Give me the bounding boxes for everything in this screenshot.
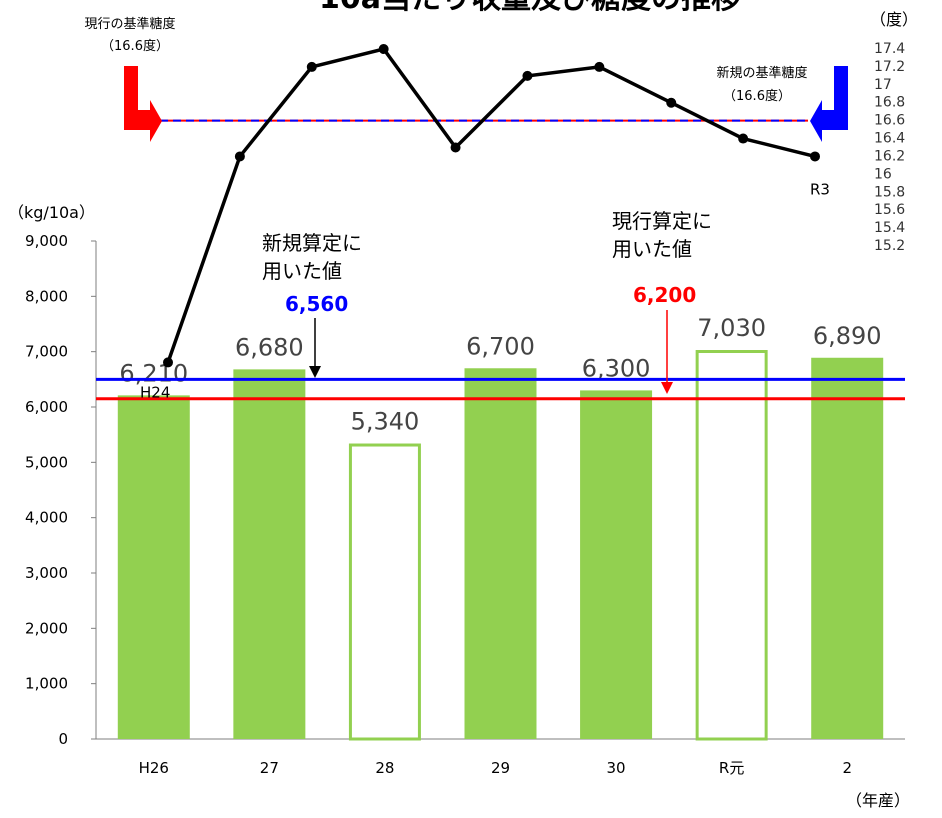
- y-tick-label: 6,000: [25, 398, 68, 416]
- y-tick-label: 4,000: [25, 509, 68, 527]
- x-tick-label: 29: [491, 759, 510, 777]
- sugar-point: [450, 142, 461, 153]
- sugar-start-label: H24: [140, 383, 170, 401]
- new-sugar-value: （16.6度）: [723, 88, 791, 104]
- current-sugar-title: 現行の基準糖度: [84, 16, 175, 32]
- new-sugar-title: 新規の基準糖度: [716, 65, 807, 81]
- x-tick-label: 28: [375, 759, 394, 777]
- new-sugar-arrow-icon: [810, 66, 848, 142]
- reference-lines: [96, 377, 905, 401]
- bar-value-label: 6,210: [119, 359, 188, 387]
- chart-title: 10a当たり収量及び糖度の推移: [319, 0, 741, 16]
- current-note-line1: 現行算定に: [612, 209, 712, 233]
- new-note-arrowhead: [309, 366, 321, 378]
- new-note-value: 6,560: [285, 292, 348, 316]
- bar-value-label: 6,890: [813, 322, 882, 350]
- sugar-point: [738, 133, 749, 144]
- sugar-point: [378, 44, 389, 54]
- x-tick-label: 2: [842, 759, 852, 777]
- y-tick-label: 0: [58, 730, 68, 748]
- x-tick-label: R元: [719, 759, 744, 777]
- y-tick-label: 2,000: [25, 619, 68, 637]
- bar-series: 6,210 H26 6,680 27 5,340 28 6,700 29 6,300 30 7,03…: [117, 314, 884, 777]
- sugar-line: [166, 47, 816, 363]
- sugar-tick-label: 17.2: [874, 59, 905, 75]
- y-tick-label: 7,000: [25, 343, 68, 361]
- bar: [233, 369, 306, 739]
- new-value-annotation: 新規算定に 用いた値 6,560: [262, 231, 362, 378]
- y-tick-label: 8,000: [25, 287, 68, 305]
- bar-value-label: 6,300: [582, 354, 651, 382]
- sugar-tick-label: 15.8: [874, 184, 905, 200]
- sugar-tick-label: 17.4: [874, 41, 905, 57]
- bar: [580, 390, 653, 739]
- new-note-line1: 新規算定に: [262, 231, 362, 255]
- current-value-annotation: 現行算定に 用いた値 6,200: [612, 209, 712, 394]
- current-sugar-value: （16.6度）: [101, 38, 169, 54]
- current-note-arrowhead: [661, 382, 673, 394]
- x-axis-unit-label: （年産）: [846, 791, 910, 810]
- y-axis: 0 1,000 2,000 3,000 4,000 5,000 6,000 7,000 8,00…: [25, 232, 905, 748]
- sugar-tick-label: 15.2: [874, 238, 905, 254]
- bar-excluded: [348, 443, 421, 741]
- x-tick-label: 27: [260, 759, 279, 777]
- sugar-end-label: R3: [810, 180, 830, 198]
- current-note-line2: 用いた値: [612, 237, 692, 261]
- sugar-axis: 15.2 15.4 15.6 15.8 16 16.216.4 16.6 16.8 17 17.2…: [874, 41, 905, 254]
- y-tick-label: 9,000: [25, 232, 68, 250]
- new-note-line2: 用いた値: [262, 259, 342, 283]
- sugar-tick-label: 16.4: [874, 131, 905, 147]
- sugar-point: [163, 357, 173, 368]
- sugar-point: [522, 70, 533, 81]
- sugar-point: [594, 61, 605, 72]
- x-tick-label: H26: [139, 759, 169, 777]
- y-tick-label: 3,000: [25, 564, 68, 582]
- sugar-point: [306, 61, 317, 72]
- bar-value-label: 6,700: [466, 332, 535, 360]
- y-tick-label: 5,000: [25, 453, 68, 471]
- current-sugar-annotation: 現行の基準糖度 （16.6度）: [84, 16, 176, 142]
- sugar-tick-label: 16.2: [874, 148, 905, 164]
- bar-value-label: 5,340: [351, 408, 420, 436]
- right-axis-unit-label: （度）: [870, 10, 918, 29]
- bar: [117, 395, 190, 739]
- bar-value-label: 6,680: [235, 333, 304, 361]
- sugar-point: [234, 151, 245, 162]
- sugar-tick-label: 16.8: [874, 95, 905, 111]
- bar-excluded: [695, 350, 768, 741]
- sugar-point: [666, 97, 677, 108]
- sugar-tick-label: 15.6: [874, 202, 905, 218]
- y-tick-label: 1,000: [25, 675, 68, 693]
- bar: [464, 368, 537, 739]
- sugar-series: H24 R3: [140, 44, 830, 401]
- x-tick-label: 30: [607, 759, 626, 777]
- new-sugar-annotation: 新規の基準糖度 （16.6度）: [716, 65, 848, 142]
- bar: [811, 357, 884, 739]
- sugar-tick-label: 16.6: [874, 113, 905, 129]
- sugar-tick-label: 16: [874, 166, 892, 182]
- current-sugar-arrow-icon: [124, 66, 162, 142]
- current-note-value: 6,200: [633, 283, 696, 307]
- sugar-point: [810, 151, 820, 162]
- y-axis-unit-label: （kg/10a）: [8, 203, 95, 222]
- bar-value-label: 7,030: [697, 314, 766, 342]
- sugar-tick-label: 17: [874, 77, 892, 93]
- sugar-tick-label: 15.4: [874, 220, 905, 236]
